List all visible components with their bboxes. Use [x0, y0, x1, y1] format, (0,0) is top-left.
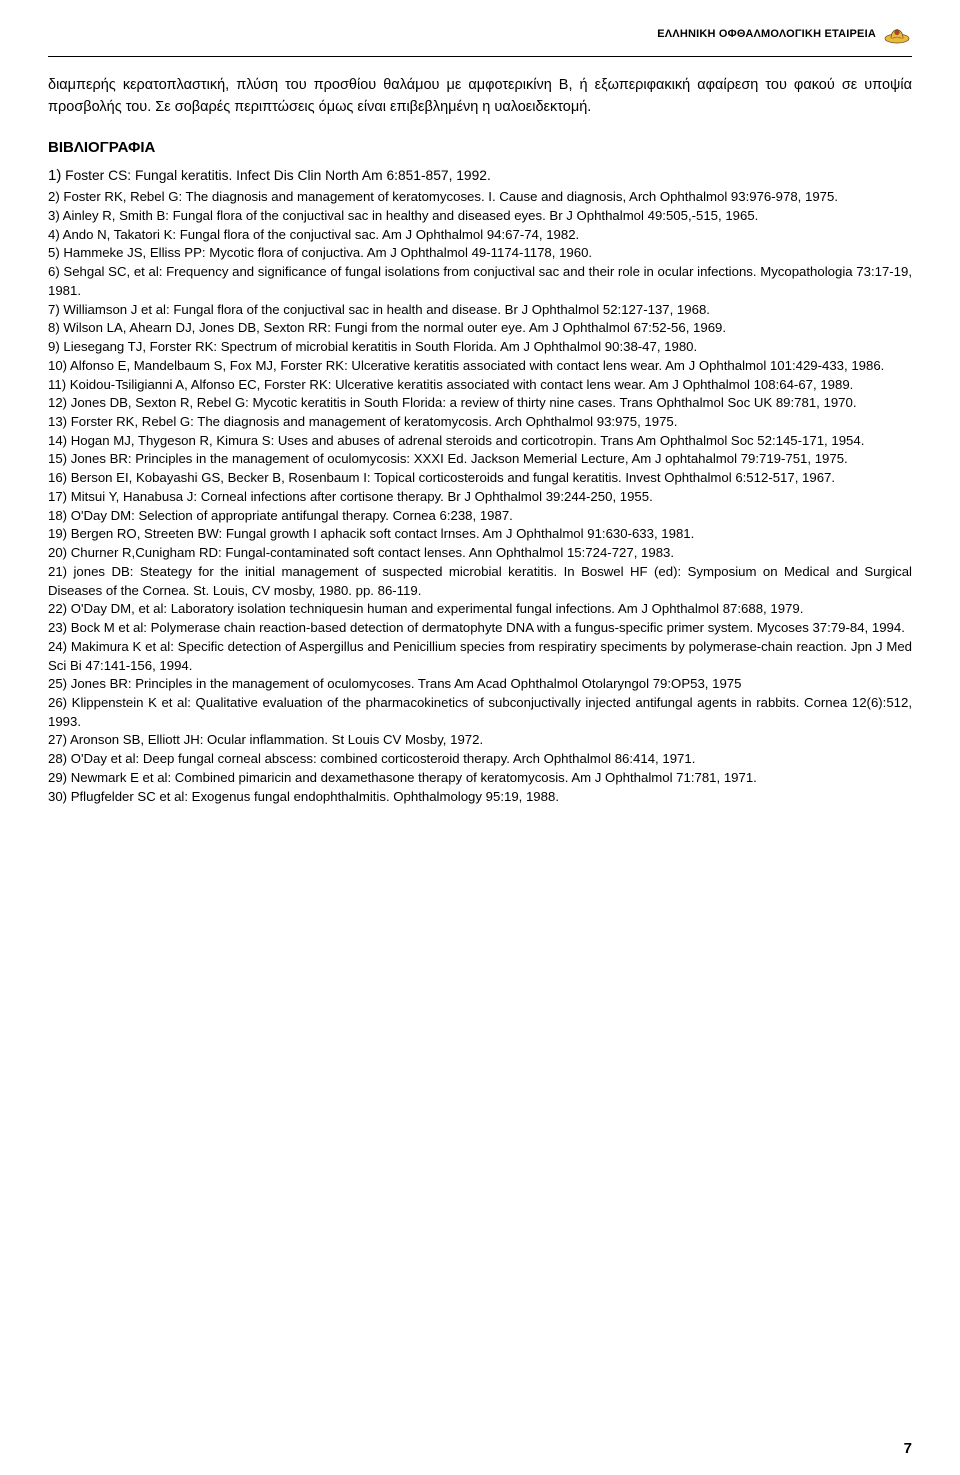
bibliography-heading: ΒΙΒΛΙΟΓΡΑΦΙΑ: [48, 139, 912, 156]
header-bar: ΕΛΛΗΝΙΚΗ ΟΦΘΑΛΜΟΛΟΓΙΚΗ ΕΤΑΙΡΕΙΑ: [48, 20, 912, 48]
reference-1-text: Foster CS: Fungal keratitis. Infect Dis …: [61, 168, 490, 183]
reference-1-number: 1): [48, 167, 61, 184]
header-org-title: ΕΛΛΗΝΙΚΗ ΟΦΘΑΛΜΟΛΟΓΙΚΗ ΕΤΑΙΡΕΙΑ: [657, 28, 876, 40]
header-logo-icon: [882, 23, 912, 45]
reference-1: 1) Foster CS: Fungal keratitis. Infect D…: [48, 166, 912, 187]
header-rule: [48, 56, 912, 57]
page-number: 7: [904, 1440, 912, 1457]
references-block: 2) Foster RK, Rebel G: The diagnosis and…: [48, 188, 912, 806]
body-paragraph: διαμπερής κερατοπλαστική, πλύση του προσ…: [48, 75, 912, 119]
